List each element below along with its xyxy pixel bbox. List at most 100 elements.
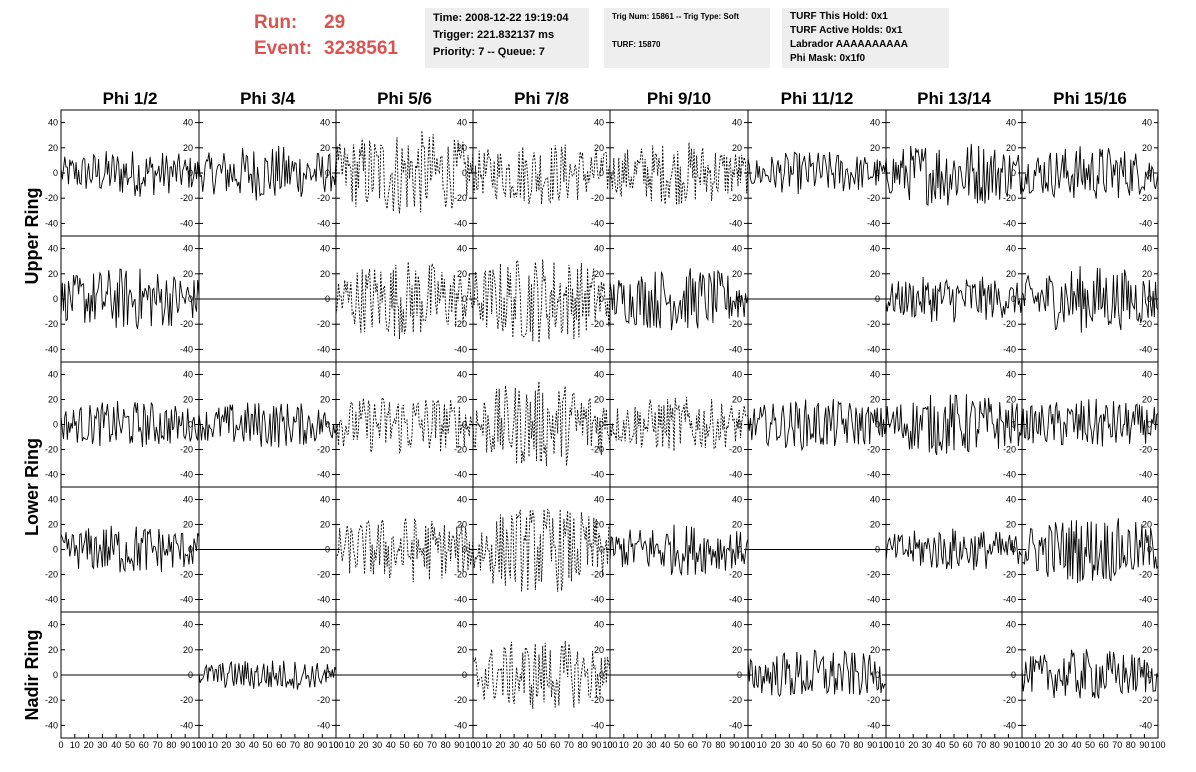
y-tick-label: -20 — [729, 193, 742, 203]
y-tick-label: 20 — [320, 143, 330, 153]
y-tick-label: 0 — [53, 545, 58, 555]
cell-frame — [335, 486, 474, 613]
y-tick-label: 0 — [875, 670, 880, 680]
y-tick-label: 20 — [870, 520, 880, 530]
y-tick-label: -40 — [180, 344, 193, 354]
y-tick-label: -20 — [180, 445, 193, 455]
column-header: Phi 13/14 — [917, 89, 991, 108]
y-tick-label: -40 — [729, 344, 742, 354]
y-tick-label: 0 — [462, 168, 467, 178]
y-tick-label: -40 — [1003, 595, 1016, 605]
y-tick-label: -40 — [729, 595, 742, 605]
y-tick-label: 20 — [732, 143, 742, 153]
column-header: Phi 1/2 — [103, 89, 158, 108]
x-tick-label: 30 — [235, 740, 245, 750]
x-tick-label: 70 — [840, 740, 850, 750]
y-tick-label: -40 — [180, 720, 193, 730]
y-tick-label: 40 — [1006, 620, 1016, 630]
waveform-trace — [60, 151, 200, 197]
x-tick-label: 50 — [1085, 740, 1095, 750]
y-tick-label: 40 — [1142, 370, 1152, 380]
y-tick-label: 40 — [183, 370, 193, 380]
x-tick-label: 0 — [607, 740, 612, 750]
y-tick-label: 20 — [732, 520, 742, 530]
y-tick-label: -40 — [1139, 344, 1152, 354]
y-tick-label: -20 — [454, 695, 467, 705]
x-tick-label: 0 — [470, 740, 475, 750]
x-tick-label: 20 — [908, 740, 918, 750]
y-tick-label: -40 — [317, 218, 330, 228]
y-tick-label: 40 — [48, 244, 58, 254]
y-tick-label: -40 — [867, 470, 880, 480]
y-tick-label: 40 — [1006, 495, 1016, 505]
column-header: Phi 11/12 — [781, 89, 854, 108]
y-tick-label: -20 — [1003, 445, 1016, 455]
cell-frame — [609, 486, 749, 613]
x-tick-label: 100 — [602, 740, 617, 750]
y-tick-label: 40 — [594, 620, 604, 630]
column-header: Phi 15/16 — [1053, 89, 1127, 108]
y-tick-label: 20 — [594, 269, 604, 279]
y-tick-label: -20 — [729, 319, 742, 329]
x-tick-label: 20 — [495, 740, 505, 750]
x-tick-label: 50 — [674, 740, 684, 750]
x-tick-label: 60 — [550, 740, 560, 750]
cell-frame — [472, 611, 611, 739]
y-tick-label: 20 — [183, 269, 193, 279]
waveform-trace — [198, 145, 337, 201]
y-tick-label: 40 — [594, 118, 604, 128]
y-tick-label: -20 — [729, 445, 742, 455]
x-tick-label: 60 — [139, 740, 149, 750]
y-tick-label: 20 — [1142, 269, 1152, 279]
y-tick-label: 20 — [183, 143, 193, 153]
waveform-trace — [472, 640, 611, 709]
x-tick-label: 0 — [333, 740, 338, 750]
y-tick-label: -20 — [1003, 695, 1016, 705]
ring-label: Nadir Ring — [22, 629, 42, 720]
y-tick-label: -40 — [867, 344, 880, 354]
waveform-trace — [335, 261, 474, 340]
y-tick-label: -40 — [729, 218, 742, 228]
x-tick-label: 10 — [70, 740, 80, 750]
y-tick-label: -40 — [1139, 218, 1152, 228]
y-tick-label: 20 — [732, 645, 742, 655]
priority-line: Priority: 7 -- Queue: 7 — [433, 46, 545, 58]
y-tick-label: 40 — [457, 620, 467, 630]
y-tick-label: -40 — [454, 595, 467, 605]
y-tick-label: -40 — [317, 720, 330, 730]
x-tick-label: 70 — [564, 740, 574, 750]
y-tick-label: 40 — [732, 118, 742, 128]
y-tick-label: -20 — [317, 570, 330, 580]
y-tick-label: 40 — [320, 244, 330, 254]
y-tick-label: -20 — [45, 695, 58, 705]
x-tick-label: 70 — [976, 740, 986, 750]
x-tick-label: 70 — [702, 740, 712, 750]
column-header: Phi 7/8 — [514, 89, 569, 108]
waveform-trace — [747, 399, 887, 452]
y-tick-label: 20 — [1142, 645, 1152, 655]
x-tick-label: 60 — [1099, 740, 1109, 750]
phi-mask-line: Phi Mask: 0x1f0 — [790, 53, 866, 64]
y-tick-label: 0 — [737, 545, 742, 555]
y-tick-label: 20 — [457, 645, 467, 655]
y-tick-label: -40 — [1003, 218, 1016, 228]
waveform-trace — [609, 397, 749, 452]
turf-active-line: TURF Active Holds: 0x1 — [790, 25, 903, 36]
y-tick-label: -40 — [591, 470, 604, 480]
run-value: 29 — [324, 12, 346, 33]
waveform-trace — [747, 151, 887, 195]
y-tick-label: -40 — [454, 344, 467, 354]
ring-label: Upper Ring — [22, 188, 42, 285]
x-tick-label: 0 — [196, 740, 201, 750]
y-tick-label: 40 — [457, 118, 467, 128]
waveform-trace — [609, 524, 749, 577]
labrador-line: Labrador AAAAAAAAAA — [790, 39, 908, 50]
x-tick-label: 10 — [482, 740, 492, 750]
x-tick-label: 90 — [180, 740, 190, 750]
y-tick-label: 20 — [1006, 645, 1016, 655]
x-tick-label: 50 — [812, 740, 822, 750]
waveform-trace — [1021, 649, 1159, 699]
y-tick-label: 0 — [1147, 420, 1152, 430]
y-tick-label: 40 — [457, 244, 467, 254]
y-tick-label: -20 — [1003, 193, 1016, 203]
